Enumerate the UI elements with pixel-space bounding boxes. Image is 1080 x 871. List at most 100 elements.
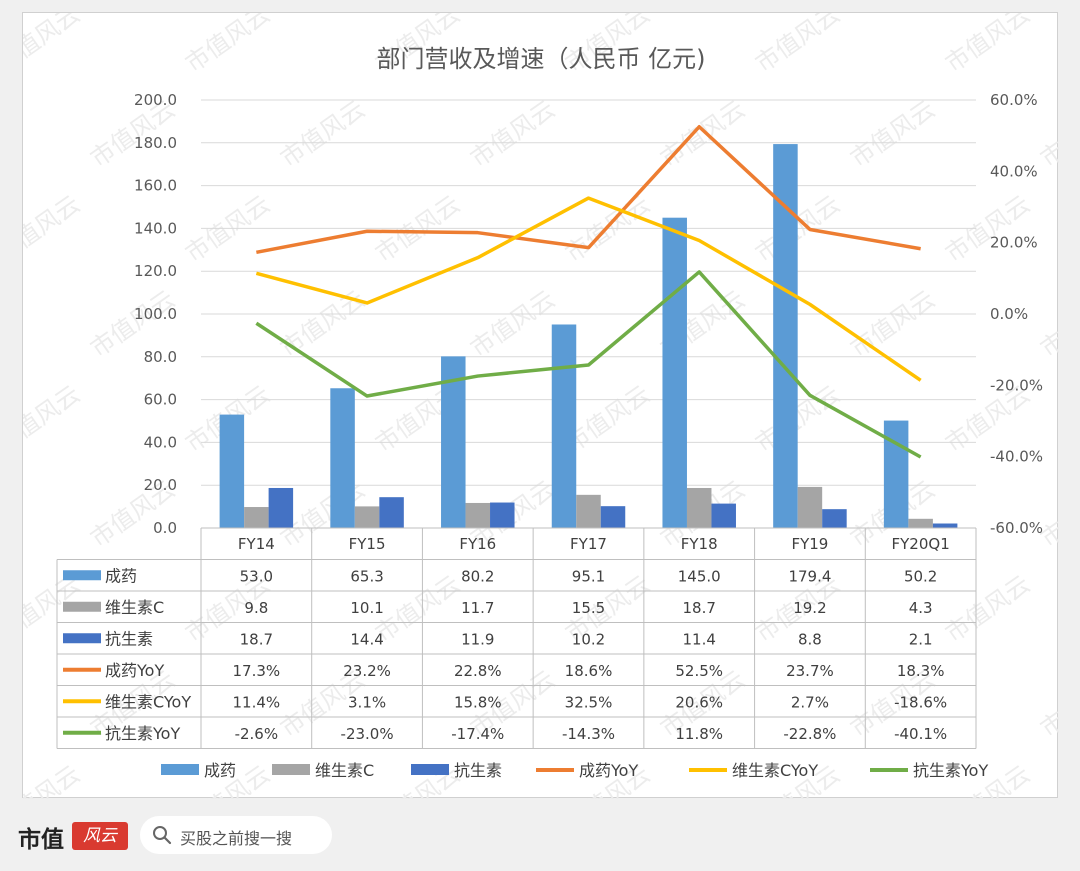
table-cell-value: 22.8% [454,662,502,680]
line-series-0 [256,125,921,255]
y-left-tick-label: 180.0 [134,134,177,152]
footer-bar: 市值 风云 买股之前搜一搜 [0,802,1080,871]
watermark-text: 市值风云 [940,13,1035,78]
y-right-tick-label: 60.0% [990,91,1038,109]
table-cell-value: 179.4 [788,567,831,585]
watermark-text: 市值风云 [940,570,1035,648]
bar [490,502,515,528]
legend-label: 成药YoY [579,761,638,780]
line-series-1 [255,196,922,382]
table-cell-value: 52.5% [675,662,723,680]
table-cell-value: -40.1% [894,725,947,743]
legend-label: 抗生素 [454,761,502,780]
watermark-text: 市值风云 [23,190,85,268]
bar [551,324,577,528]
watermark-text: 市值风云 [1035,95,1059,173]
y-left-tick-label: 20.0 [144,476,177,494]
x-category-label: FY14 [238,535,275,553]
y-right-tick-label: -40.0% [990,448,1043,466]
table-cell-value: 2.1 [909,630,933,648]
bar [797,486,823,528]
bar [711,503,736,528]
watermark-text: 市值风云 [1035,475,1059,553]
table-cell-value: 23.7% [786,662,834,680]
bar [932,523,958,528]
watermark-text: 市值风云 [750,190,845,268]
table-cell-value: 11.7 [461,599,494,617]
table-series-name: 维生素CYoY [105,692,191,711]
watermark-text: 市值风云 [465,285,560,363]
watermark-text: 市值风云 [275,95,370,173]
table-cell-value: 20.6% [675,693,723,711]
watermark-text: 市值风云 [845,95,940,173]
search-input[interactable]: 买股之前搜一搜 [140,816,332,854]
table-series-name: 成药 [105,566,137,585]
legend-label: 成药 [204,761,236,780]
bar [686,487,712,528]
table-series-name: 成药YoY [105,661,164,680]
watermark-text: 市值风云 [750,380,845,458]
table-cell-value: 15.5 [572,599,605,617]
bar-series-1 [244,486,933,528]
table-cell-value: 53.0 [240,567,273,585]
bar [822,509,847,528]
y-left-tick-label: 120.0 [134,262,177,280]
legend-label: 抗生素YoY [913,761,988,780]
table-cell-value: 8.8 [798,630,822,648]
y-right-tick-label: -60.0% [990,519,1043,537]
bar [600,506,626,528]
watermark-text: 市值风云 [23,380,85,458]
y-left-tick-label: 40.0 [144,433,177,451]
watermark-text: 市值风云 [180,13,275,78]
table-cell-value: 11.4 [683,630,716,648]
bar [773,144,798,529]
x-category-label: FY15 [349,535,386,553]
bar [465,502,491,528]
bar [354,506,380,528]
bar [662,217,687,528]
table-legend-key [63,633,101,644]
bar-series-2 [268,487,958,528]
table-cell-value: 18.3% [897,662,945,680]
watermark-text: 市值风云 [370,570,465,648]
y-left-tick-label: 60.0 [144,391,177,409]
x-category-label: FY17 [570,535,607,553]
table-series-name: 抗生素 [105,629,153,648]
y-left-tick-label: 80.0 [144,348,177,366]
watermark-text: 市值风云 [370,190,465,268]
bar [908,518,933,528]
bar [330,388,355,528]
chart-title: 部门营收及增速（人民币 亿元) [377,45,706,73]
watermark-text: 市值风云 [1035,665,1059,743]
table-legend-key [63,601,101,612]
bar [379,497,404,528]
line-series-2 [255,270,922,459]
table-cell-value: 32.5% [565,693,613,711]
brand-name[interactable]: 市值 [18,826,64,853]
legend: 成药 维生素C 抗生素 成药YoY 维生素CYoY 抗生素YoY [161,761,988,780]
table-cell-value: 80.2 [461,567,494,585]
table-cell-value: 3.1% [348,693,386,711]
table-cell-value: -2.6% [235,725,279,743]
watermark-text: 市值风云 [180,190,275,268]
bar [441,356,466,528]
table-cell-value: 95.1 [572,567,605,585]
table-cell-value: -22.8% [783,725,836,743]
search-icon [153,826,172,845]
table-cell-value: 14.4 [350,630,383,648]
watermark-text: 市值风云 [940,190,1035,268]
table-cell-value: -17.4% [451,725,504,743]
table-cell-value: 10.2 [572,630,605,648]
table-cell-value: 11.4% [233,693,281,711]
table-cell-value: 11.8% [675,725,723,743]
table-cell-value: 9.8 [244,599,268,617]
legend-key [411,764,449,775]
bar [576,494,601,528]
table-cell-value: 50.2 [904,567,937,585]
table-cell-value: 18.6% [565,662,613,680]
brand-logo[interactable]: 风云 [72,822,128,850]
y-left-tick-label: 100.0 [134,305,177,323]
chart-card: 市值风云 市值风云 市值风云 市值风云 市值风云 市值风云 市值风云 市值风云 市值风云 市值风云… [22,12,1059,799]
